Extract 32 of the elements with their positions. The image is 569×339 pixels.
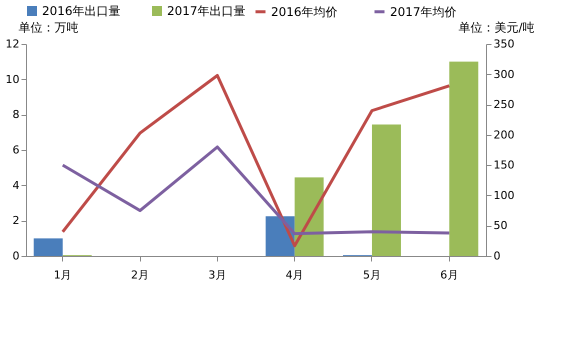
y-tick-label: 2 bbox=[12, 214, 20, 228]
legend-label: 2017年均价 bbox=[390, 4, 457, 19]
y2-axis-title: 单位：美元/吨 bbox=[458, 20, 534, 34]
y2-tick-label: 50 bbox=[494, 219, 508, 232]
y2-tick-label: 350 bbox=[494, 38, 514, 50]
y2-tick-label: 300 bbox=[494, 68, 514, 81]
x-tick-label: 3月 bbox=[208, 268, 226, 282]
x-tick-label: 5月 bbox=[362, 268, 381, 282]
x-tick-label: 1月 bbox=[54, 268, 72, 282]
y2-tick-label: 250 bbox=[494, 98, 514, 112]
y-tick-label: 12 bbox=[6, 38, 20, 50]
legend-label: 2017年出口量 bbox=[167, 4, 246, 18]
y2-tick-label: 100 bbox=[494, 188, 514, 202]
y-tick-label: 4 bbox=[12, 178, 20, 192]
y-tick-label: 6 bbox=[12, 144, 20, 156]
y2-tick-label: 0 bbox=[494, 250, 500, 262]
y2-tick-label: 200 bbox=[494, 128, 514, 142]
line-series bbox=[61, 74, 451, 248]
bar bbox=[449, 62, 478, 256]
y2-tick-label: 150 bbox=[494, 158, 514, 172]
x-tick-label: 4月 bbox=[286, 268, 304, 282]
line-series bbox=[61, 145, 451, 236]
legend-label: 2016年出口量 bbox=[42, 4, 121, 18]
y-tick-label: 10 bbox=[6, 72, 20, 86]
y-tick-label: 8 bbox=[12, 108, 20, 122]
x-tick-label: 2月 bbox=[131, 268, 150, 282]
bar bbox=[34, 238, 63, 256]
bar bbox=[372, 124, 401, 256]
y-axis-title: 单位：万吨 bbox=[18, 20, 78, 34]
x-tick-label: 6月 bbox=[440, 268, 458, 282]
y-tick-label: 0 bbox=[12, 250, 20, 262]
legend-label: 2016年均价 bbox=[271, 4, 338, 19]
